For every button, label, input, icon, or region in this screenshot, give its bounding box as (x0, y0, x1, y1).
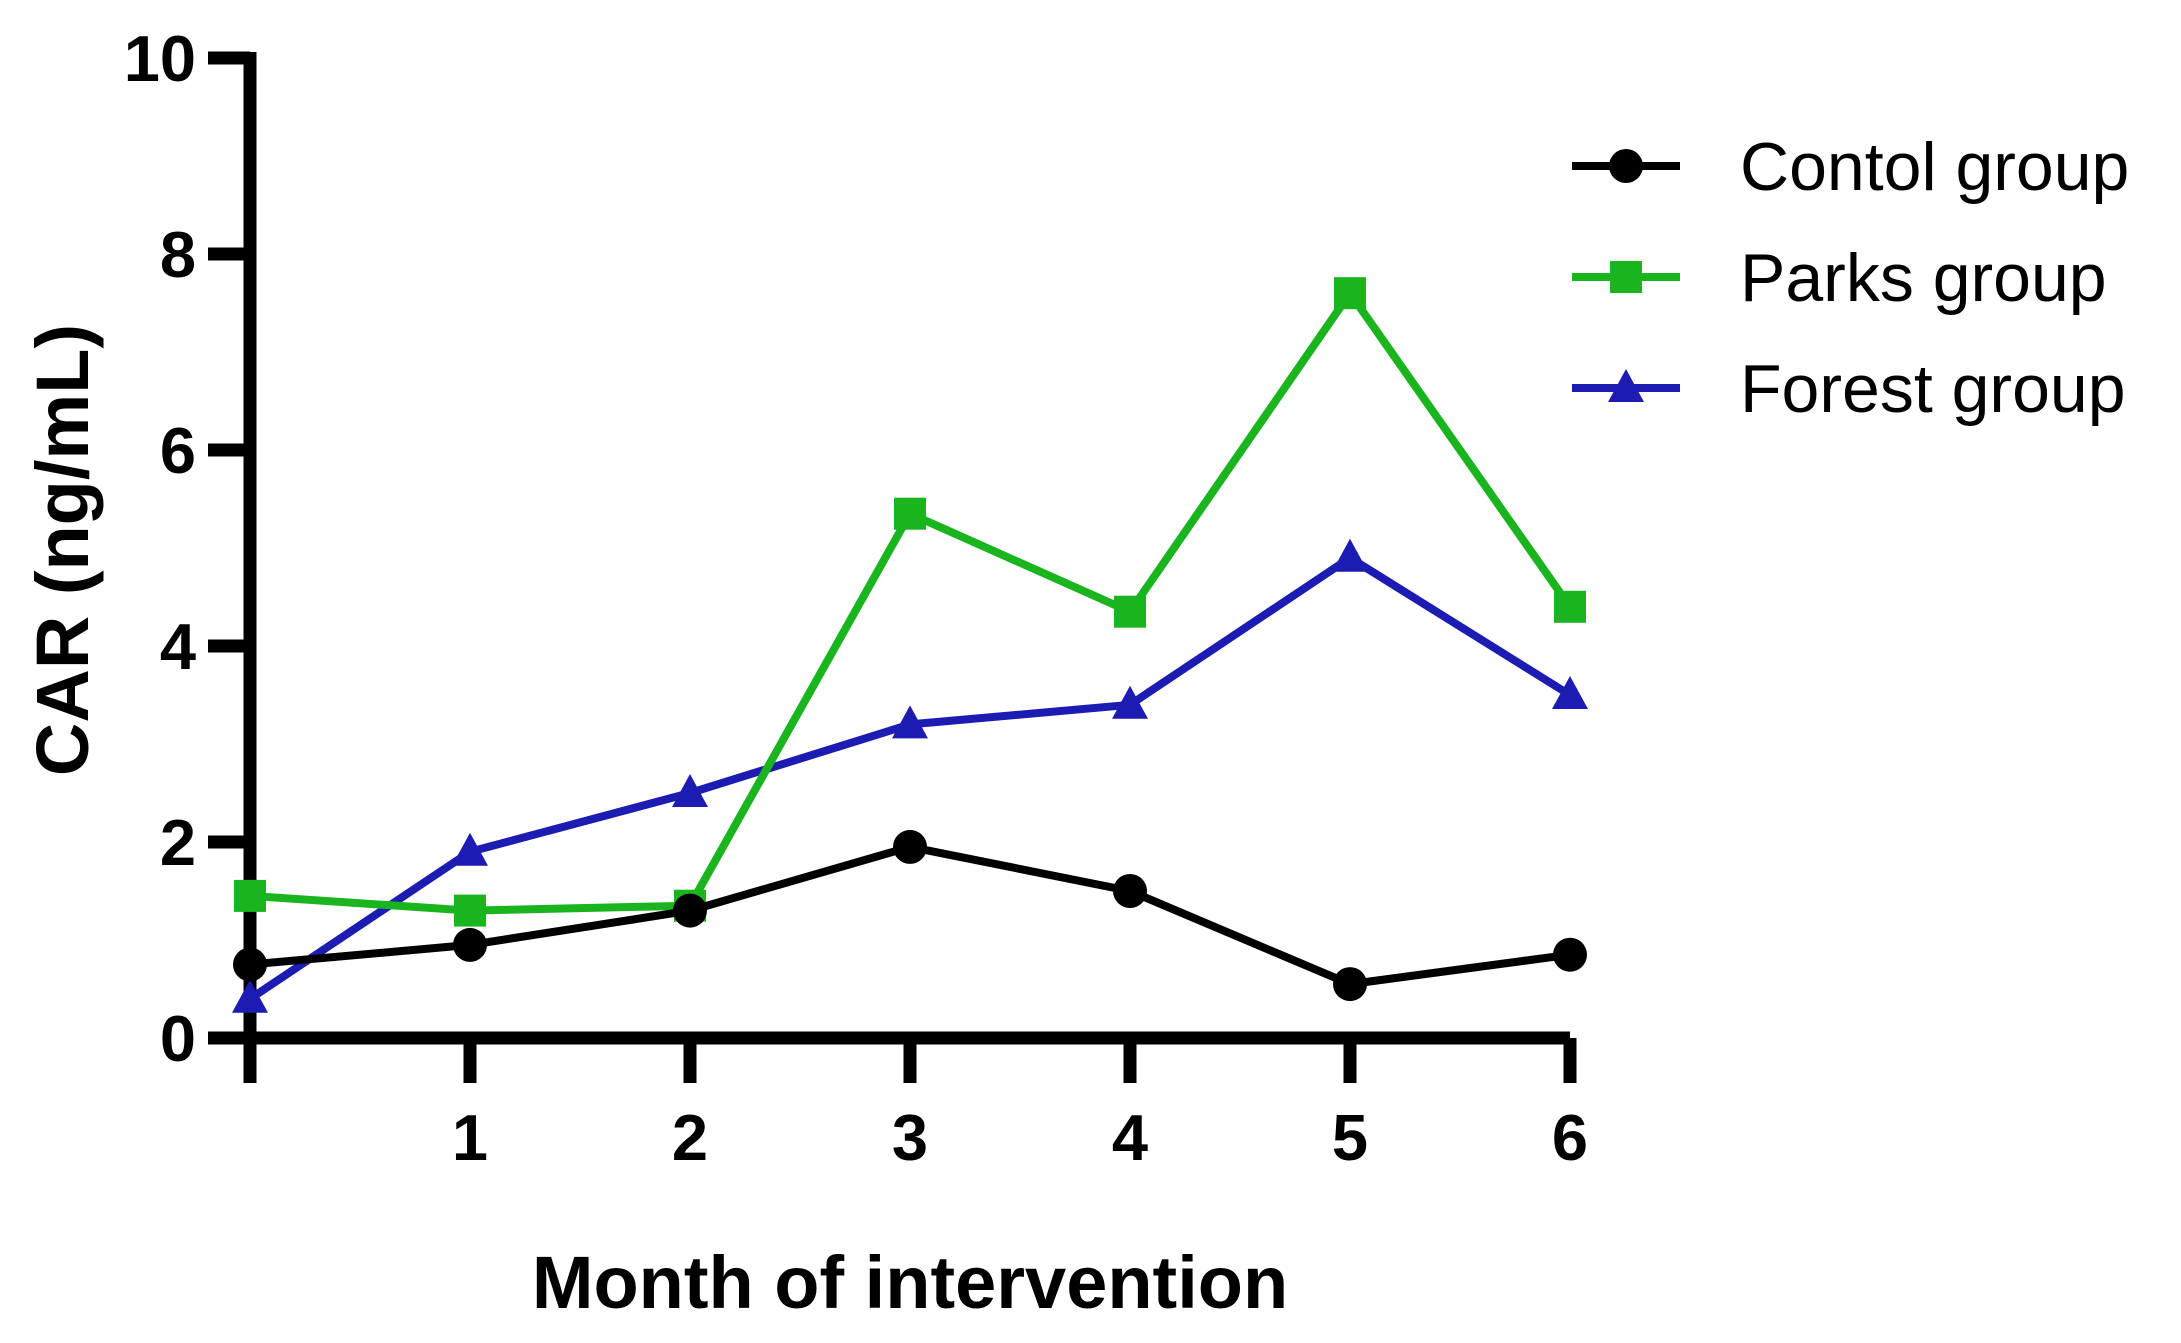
square-marker-parks-group (1554, 590, 1586, 623)
series-forest-group (232, 538, 1588, 1013)
square-marker-parks-group (234, 879, 266, 912)
series-line-parks-group (249, 289, 1574, 915)
legend-item-forest-group: Forest group (1572, 351, 2126, 427)
triangle-marker-forest-group (232, 979, 268, 1013)
x-tick-label: 2 (672, 1101, 708, 1174)
triangle-marker-forest-group (1112, 685, 1148, 719)
legend-label: Contol group (1740, 129, 2129, 205)
circle-marker-contol-group (453, 927, 487, 962)
x-tick-label: 1 (452, 1101, 488, 1174)
triangle-marker-forest-group (1332, 538, 1368, 572)
plot-series (232, 277, 1588, 1013)
legend-label: Parks group (1740, 240, 2107, 316)
circle-marker-contol-group (233, 947, 267, 982)
x-tick-label: 3 (892, 1101, 928, 1174)
x-tick-label: 5 (1332, 1101, 1368, 1174)
y-tick-label: 10 (124, 22, 196, 95)
x-tick-label: 4 (1112, 1101, 1148, 1174)
y-tick-label: 0 (160, 1002, 196, 1075)
legend-circle-icon (1609, 149, 1643, 183)
y-tick-label: 4 (160, 610, 196, 683)
series-line-forest-group (247, 553, 1573, 1003)
legend-label: Forest group (1740, 351, 2126, 427)
legend-triangle-icon (1608, 369, 1644, 402)
legend-square-icon (1610, 261, 1642, 293)
series-contol-group (233, 829, 1587, 1002)
y-tick-label: 2 (160, 806, 196, 879)
triangle-marker-forest-group (672, 774, 708, 807)
triangle-marker-forest-group (452, 832, 488, 866)
circle-marker-contol-group (673, 893, 707, 928)
legend: Contol group Parks group Forest group (1572, 129, 2129, 427)
circle-marker-contol-group (1113, 874, 1147, 908)
triangle-marker-forest-group (1552, 676, 1588, 709)
legend-item-parks-group: Parks group (1572, 240, 2107, 316)
square-marker-parks-group (454, 894, 486, 927)
square-marker-parks-group (894, 497, 926, 530)
y-axis-title: CAR (ng/mL) (21, 324, 104, 776)
circle-marker-contol-group (1333, 967, 1367, 1002)
x-axis-title: Month of intervention (532, 1241, 1288, 1324)
square-marker-parks-group (1334, 277, 1366, 310)
circle-marker-contol-group (1553, 937, 1587, 972)
triangle-marker-forest-group (892, 705, 928, 739)
circle-marker-contol-group (893, 829, 927, 864)
legend-item-contol-group: Contol group (1572, 129, 2129, 205)
y-tick-label: 6 (160, 414, 196, 487)
x-tick-label: 6 (1552, 1101, 1588, 1174)
series-parks-group (234, 277, 1586, 927)
y-tick-label: 8 (160, 218, 196, 291)
square-marker-parks-group (1114, 595, 1146, 628)
